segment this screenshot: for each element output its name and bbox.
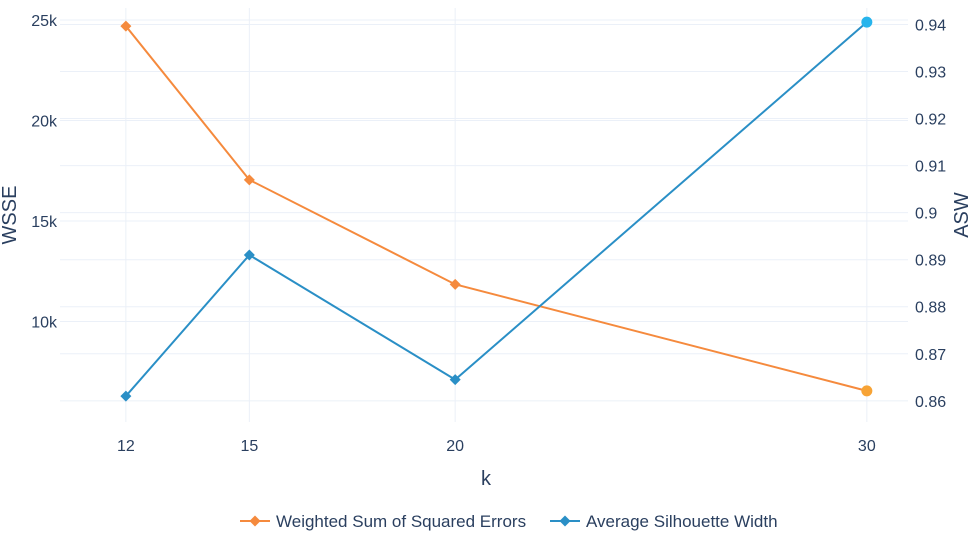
data-point [243, 249, 255, 261]
y-right-tick-label: 0.86 [915, 394, 946, 411]
series-line-1 [125, 21, 868, 397]
y-right-tick-label: 0.87 [915, 347, 946, 364]
legend-label: Weighted Sum of Squared Errors [276, 512, 526, 531]
y-left-tick-label: 15k [31, 214, 58, 231]
legend-label: Average Silhouette Width [586, 512, 778, 531]
y-left-tick-label: 25k [31, 13, 58, 30]
y-right-tick-label: 0.93 [915, 65, 946, 82]
y-right-tick-label: 0.9 [915, 206, 937, 223]
y-right-tick-label: 0.89 [915, 253, 946, 270]
x-tick-label: 12 [117, 438, 135, 455]
y-right-tick-label: 0.94 [915, 17, 946, 34]
legend-marker [249, 515, 261, 527]
axes-layer: k WSSE ASW 12 15 20 30 10k 15k 20k 25k 0.86 0.87 0… [0, 13, 973, 490]
legend: Weighted Sum of Squared Errors Average Si… [240, 512, 778, 531]
y-left-tick-label: 10k [31, 315, 58, 332]
y-left-tick-label: 20k [31, 114, 58, 131]
series-line-0 [125, 25, 868, 392]
data-point [243, 174, 255, 186]
y-right-tick-label: 0.91 [915, 159, 946, 176]
x-tick-label: 20 [446, 438, 464, 455]
data-point [449, 374, 461, 386]
data-point [120, 390, 132, 402]
series-layer [120, 16, 873, 402]
legend-marker [559, 515, 571, 527]
y-left-axis-title: WSSE [0, 186, 21, 245]
x-tick-label: 15 [240, 438, 258, 455]
y-right-axis-title: ASW [951, 192, 973, 238]
x-tick-label: 30 [858, 438, 876, 455]
x-axis-title: k [481, 468, 492, 490]
data-point [861, 16, 873, 28]
data-point [861, 385, 873, 397]
data-point [449, 278, 461, 290]
y-right-tick-label: 0.92 [915, 112, 946, 129]
data-point [120, 20, 132, 32]
y-right-tick-label: 0.88 [915, 300, 946, 317]
grid [60, 8, 908, 422]
